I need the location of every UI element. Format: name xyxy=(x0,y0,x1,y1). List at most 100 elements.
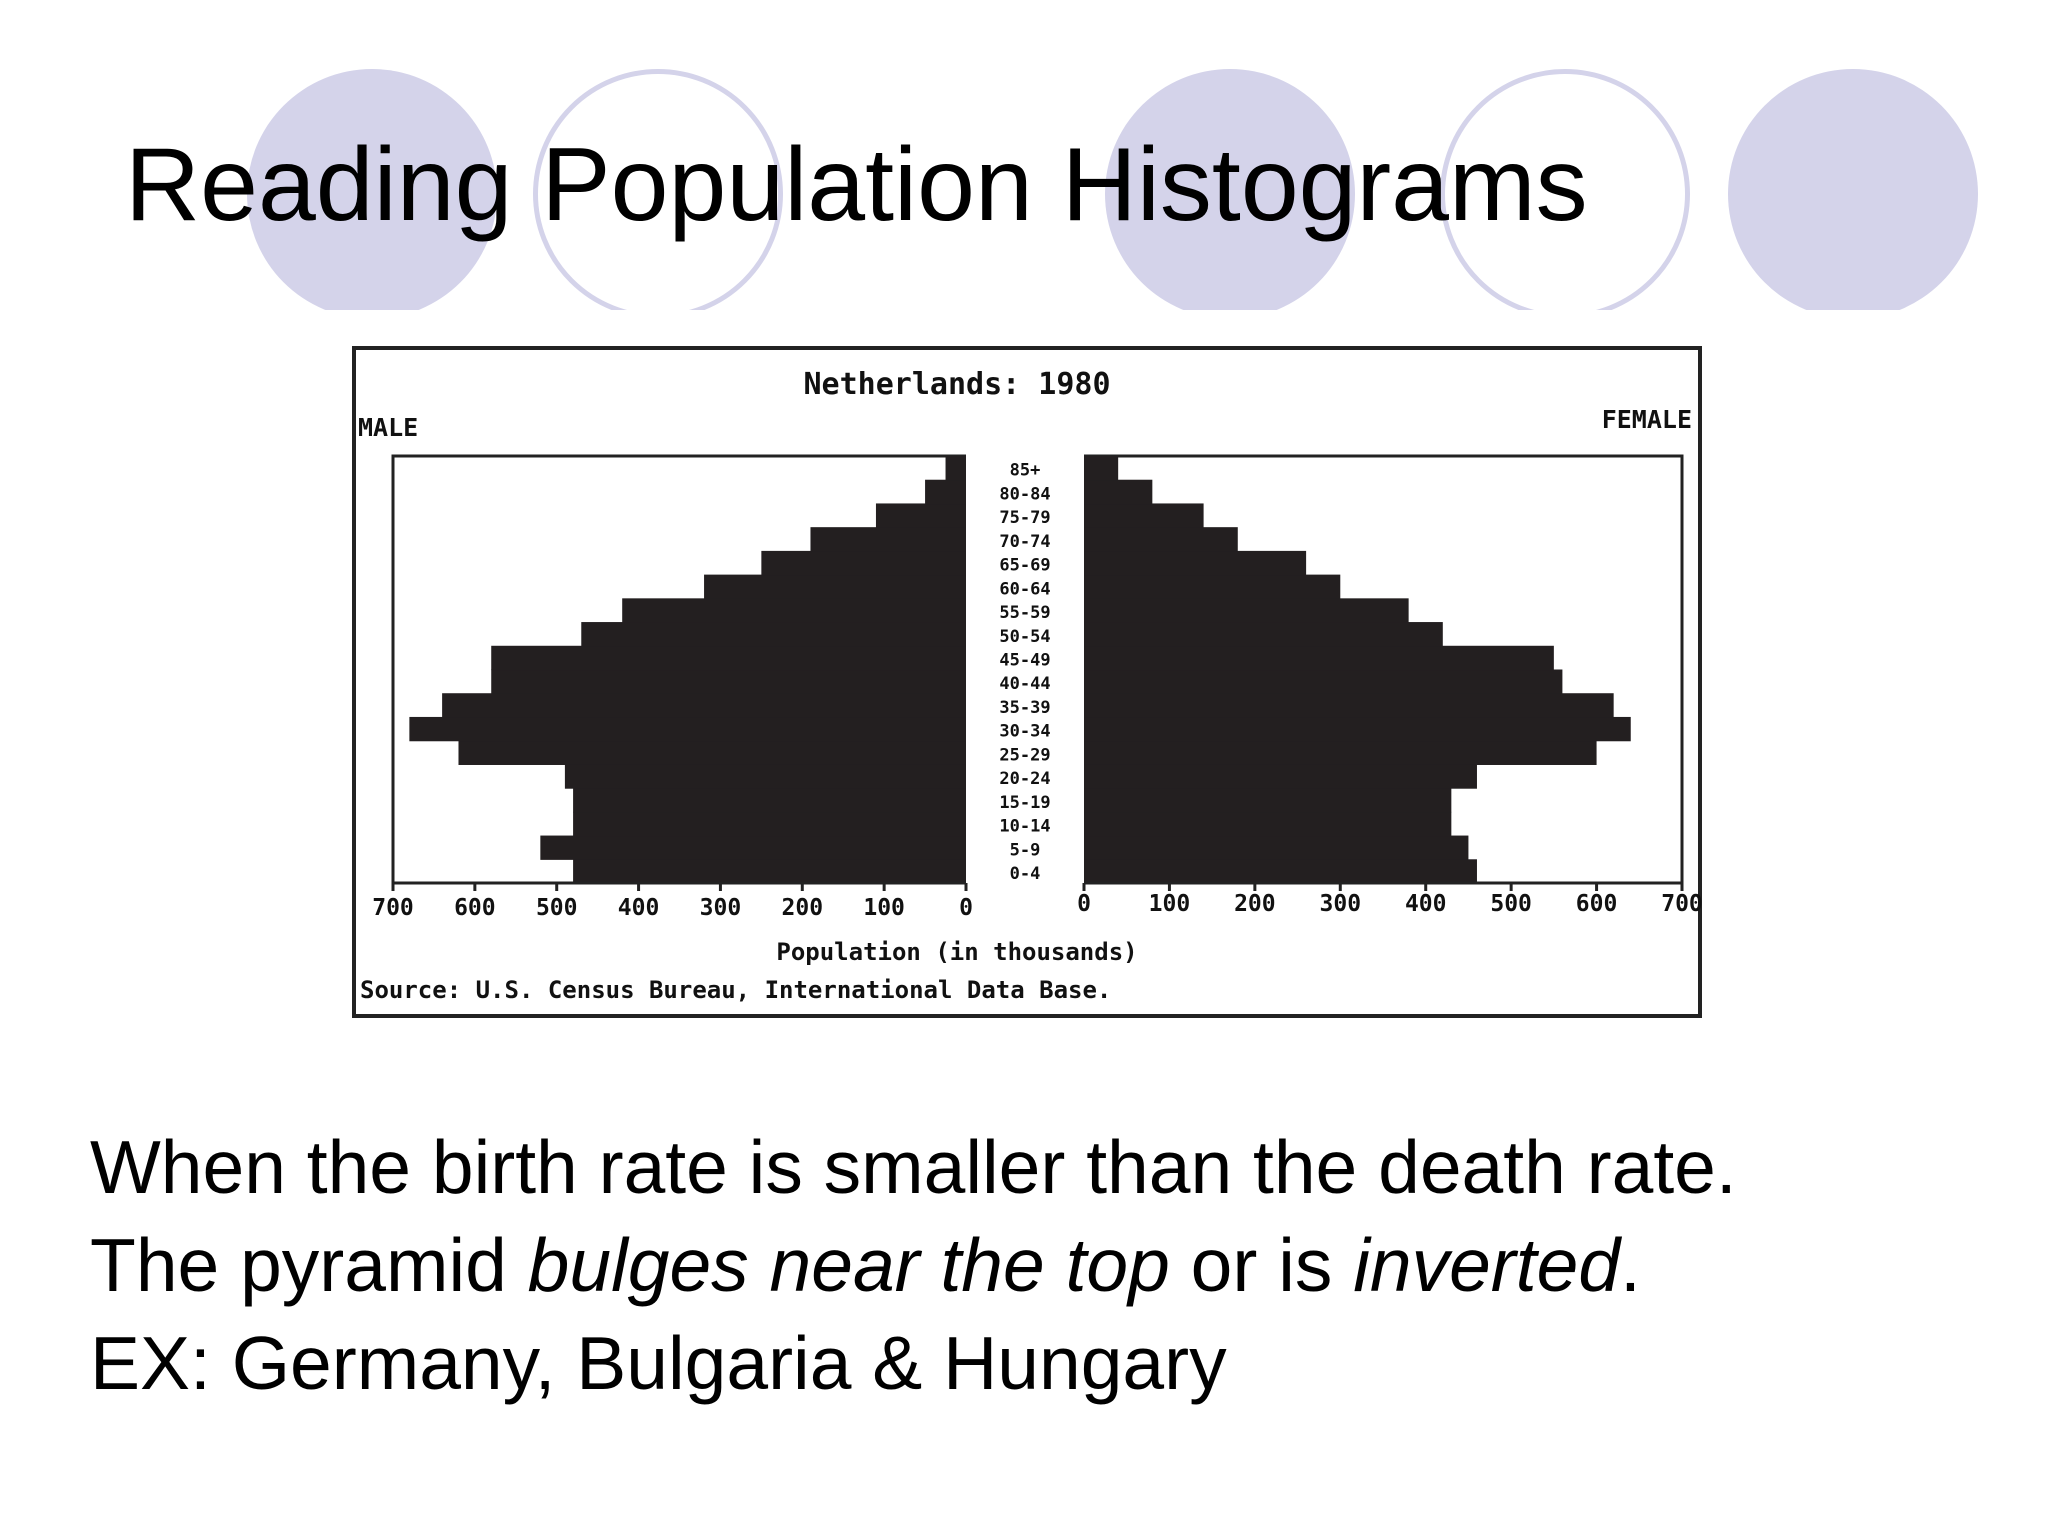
male-label: MALE xyxy=(358,413,418,442)
chart-frame xyxy=(352,346,1702,1018)
age-label-85+: 85+ xyxy=(1010,461,1041,481)
male-bar-55-59 xyxy=(622,598,966,623)
population-pyramid-chart: Netherlands: 1980 MALE FEMALE 0-4 5-9 10-1… xyxy=(352,346,1706,1030)
source-note: Source: U.S. Census Bureau, Internationa… xyxy=(360,976,1111,1004)
female-bar-10-14 xyxy=(1084,811,1452,837)
male-bar-20-24 xyxy=(564,764,966,789)
male-axis-ticks: 700 600 500 400 300 200 100 0 xyxy=(372,881,973,921)
female-bar-0-4 xyxy=(1084,859,1477,884)
decorative-circle-1 xyxy=(247,69,497,319)
male-bar-85+ xyxy=(945,456,966,481)
age-label-80-84: 80-84 xyxy=(999,484,1050,504)
female-tick-label: 500 xyxy=(1490,891,1532,917)
male-bar-35-39 xyxy=(442,693,967,718)
x-axis-label: Population (in thousands) xyxy=(776,938,1137,966)
male-bar-40-44 xyxy=(491,669,966,694)
female-plot-area xyxy=(1084,454,1684,884)
female-tick-label: 0 xyxy=(1077,891,1091,917)
female-bar-65-69 xyxy=(1084,550,1307,576)
age-label-20-24: 20-24 xyxy=(999,769,1050,789)
female-bar-15-19 xyxy=(1084,788,1452,813)
emphasis-text: bulges near the top xyxy=(527,1223,1170,1307)
decorative-circle-5 xyxy=(1728,69,1978,319)
female-tick-label: 600 xyxy=(1576,891,1618,917)
female-label: FEMALE xyxy=(1602,405,1692,434)
male-plot-area xyxy=(391,454,967,884)
female-bar-55-59 xyxy=(1084,598,1409,623)
age-label-35-39: 35-39 xyxy=(999,698,1050,718)
age-label-50-54: 50-54 xyxy=(999,627,1050,647)
female-plot-frame xyxy=(1084,454,1684,883)
age-label-60-64: 60-64 xyxy=(999,579,1050,599)
female-bar-80-84 xyxy=(1084,479,1153,505)
female-bar-25-29 xyxy=(1084,740,1597,765)
male-bar-80-84 xyxy=(925,479,966,505)
age-label-40-44: 40-44 xyxy=(999,674,1050,694)
female-tick-label: 100 xyxy=(1149,891,1191,917)
body-text-run: EX: Germany, Bulgaria & Hungary xyxy=(90,1321,1227,1405)
male-tick-label: 600 xyxy=(454,895,496,921)
age-label-55-59: 55-59 xyxy=(999,603,1050,623)
body-line-2: The pyramid bulges near the top or is in… xyxy=(90,1216,1737,1314)
male-plot-frame xyxy=(391,454,966,883)
male-tick-label: 200 xyxy=(782,895,824,921)
male-tick-label: 100 xyxy=(863,895,905,921)
male-tick-label: 300 xyxy=(700,895,742,921)
body-text-run: When the birth rate is smaller than the … xyxy=(90,1125,1737,1209)
male-bar-15-19 xyxy=(573,788,966,813)
male-bar-5-9 xyxy=(540,835,966,860)
decorative-circle-3 xyxy=(1105,69,1355,319)
male-bar-50-54 xyxy=(581,622,966,647)
age-label-5-9: 5-9 xyxy=(1010,840,1041,860)
male-bar-65-69 xyxy=(761,550,966,576)
female-bar-75-79 xyxy=(1084,503,1204,528)
female-bar-35-39 xyxy=(1084,693,1614,718)
age-label-25-29: 25-29 xyxy=(999,745,1050,765)
slide-title: Reading Population Histograms xyxy=(125,127,1588,243)
female-tick-label: 300 xyxy=(1320,891,1362,917)
male-tick-label: 400 xyxy=(618,895,660,921)
female-bar-45-49 xyxy=(1084,645,1554,671)
male-bar-10-14 xyxy=(573,811,966,837)
female-bar-70-74 xyxy=(1084,527,1238,552)
female-bar-85+ xyxy=(1084,456,1119,481)
age-group-labels: 0-4 5-9 10-14 15-19 20-24 25-29 30-34 35-39 40-4… xyxy=(999,461,1050,884)
female-bar-20-24 xyxy=(1084,764,1477,789)
male-bar-60-64 xyxy=(704,574,966,599)
age-label-65-69: 65-69 xyxy=(999,556,1050,576)
male-bar-0-4 xyxy=(573,859,966,884)
body-text-run: . xyxy=(1620,1223,1641,1307)
body-line-3: EX: Germany, Bulgaria & Hungary xyxy=(90,1314,1737,1412)
age-label-70-74: 70-74 xyxy=(999,532,1050,552)
age-label-0-4: 0-4 xyxy=(1010,864,1041,884)
female-bar-60-64 xyxy=(1084,574,1341,599)
female-bar-30-34 xyxy=(1084,716,1631,742)
female-bar-50-54 xyxy=(1084,622,1443,647)
pyramid-svg: Netherlands: 1980 MALE FEMALE 0-4 5-9 10-1… xyxy=(352,346,1703,1018)
age-label-10-14: 10-14 xyxy=(999,817,1050,837)
body-text-run: The pyramid xyxy=(90,1223,528,1307)
female-bar-5-9 xyxy=(1084,835,1469,860)
body-text-run: or is xyxy=(1169,1223,1354,1307)
emphasis-text: inverted xyxy=(1353,1223,1621,1307)
male-bar-75-79 xyxy=(875,503,966,528)
male-bar-25-29 xyxy=(458,740,966,765)
age-label-15-19: 15-19 xyxy=(999,793,1050,813)
female-tick-label: 700 xyxy=(1661,891,1703,917)
age-label-45-49: 45-49 xyxy=(999,651,1050,671)
male-tick-label: 0 xyxy=(959,895,973,921)
chart-title: Netherlands: 1980 xyxy=(803,367,1110,402)
female-bar-40-44 xyxy=(1084,669,1563,694)
female-axis-ticks: 0 100 200 300 400 500 600 700 xyxy=(1077,881,1703,917)
body-line-1: When the birth rate is smaller than the … xyxy=(90,1118,1737,1216)
male-tick-label: 700 xyxy=(372,895,414,921)
female-tick-label: 400 xyxy=(1405,891,1447,917)
male-tick-label: 500 xyxy=(536,895,578,921)
age-label-75-79: 75-79 xyxy=(999,508,1050,528)
male-bar-30-34 xyxy=(409,716,966,742)
slide-body-text: When the birth rate is smaller than the … xyxy=(90,1118,1737,1412)
male-bar-70-74 xyxy=(810,527,966,552)
age-label-30-34: 30-34 xyxy=(999,722,1050,742)
male-bar-45-49 xyxy=(491,645,966,671)
female-tick-label: 200 xyxy=(1234,891,1276,917)
